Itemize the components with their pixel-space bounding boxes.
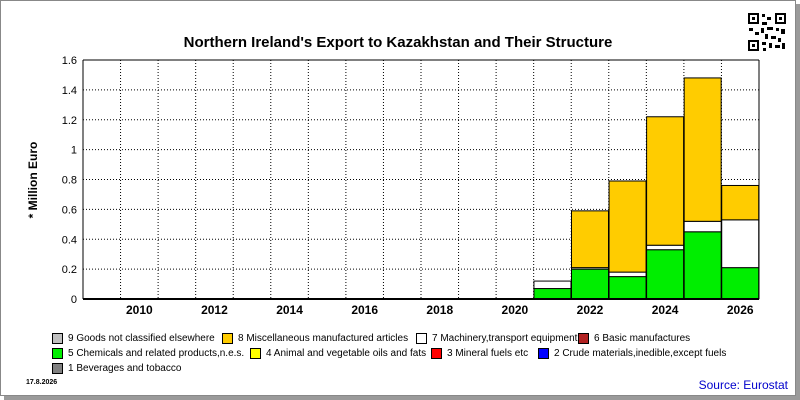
y-tick-label: 1.4: [62, 85, 77, 97]
legend-swatch: [416, 333, 427, 344]
bar-segment: [608, 180, 647, 273]
legend-swatch: [431, 348, 442, 359]
legend-swatch: [52, 363, 63, 374]
legend-item-7: 7 Machinery,transport equipment: [416, 333, 577, 344]
bar-segment: [721, 184, 760, 221]
bar-segment: [683, 220, 722, 233]
legend-label: 2 Crude materials,inedible,except fuels: [554, 348, 727, 359]
legend-swatch: [222, 333, 233, 344]
y-tick-label: 1.2: [62, 115, 77, 127]
x-tick-label: 2012: [201, 303, 228, 317]
x-tick-label: 2010: [126, 303, 153, 317]
bar-layer: [533, 77, 760, 300]
legend-swatch: [52, 348, 63, 359]
legend-item-1: 1 Beverages and tobacco: [52, 363, 181, 374]
y-tick-label: 1.6: [62, 55, 77, 67]
legend-item-9: 9 Goods not classified elsewhere: [52, 333, 215, 344]
y-axis-label: * Million Euro: [26, 142, 40, 219]
legend-label: 9 Goods not classified elsewhere: [68, 333, 215, 344]
bar-segment: [533, 288, 572, 300]
legend-label: 7 Machinery,transport equipment: [432, 333, 578, 344]
bar-segment: [721, 267, 760, 300]
axes: 0 0.2 0.4 0.6 0.8 1 1.2 1.4 1.6 2010 2012 2014 2016 2…: [62, 55, 760, 317]
y-tick-label: 0.6: [62, 204, 77, 216]
x-tick-label: 2014: [276, 303, 303, 317]
x-tick-label: 2020: [502, 303, 529, 317]
qr-code-icon: [747, 12, 787, 52]
x-tick-label: 2022: [577, 303, 604, 317]
bar-segment: [683, 231, 722, 300]
source-link[interactable]: Source: Eurostat: [698, 378, 788, 392]
legend-label: 6 Basic manufactures: [594, 333, 691, 344]
bar-segment: [571, 268, 609, 300]
legend-item-2: 2 Crude materials,inedible,except fuels: [538, 348, 726, 359]
legend-swatch: [52, 333, 63, 344]
bar-segment: [646, 244, 685, 251]
y-tick-label: 1: [71, 145, 77, 157]
y-tick-label: 0: [71, 294, 77, 306]
y-tick-label: 0.8: [62, 175, 77, 187]
bar-segment: [571, 210, 609, 269]
bar-segment: [721, 219, 760, 269]
legend-swatch: [578, 333, 589, 344]
bar-segment: [646, 116, 685, 246]
legend-item-8: 8 Miscellaneous manufactured articles: [222, 333, 408, 344]
bar-segment: [646, 249, 685, 300]
bar-segment: [608, 271, 647, 278]
legend-label: 5 Chemicals and related products,n.e.s.: [68, 348, 245, 359]
bar-segment: [608, 276, 647, 300]
y-tick-label: 0.2: [62, 264, 77, 276]
x-tick-label: 2018: [426, 303, 453, 317]
x-tick-label: 2024: [652, 303, 679, 317]
x-tick-label: 2026: [727, 303, 754, 317]
legend-item-4: 4 Animal and vegetable oils and fats: [250, 348, 426, 359]
bar-segment: [533, 280, 572, 290]
legend-swatch: [538, 348, 549, 359]
legend-label: 3 Mineral fuels etc: [447, 348, 529, 359]
legend-item-6: 6 Basic manufactures: [578, 333, 690, 344]
legend-swatch: [250, 348, 261, 359]
legend-label: 4 Animal and vegetable oils and fats: [266, 348, 427, 359]
legend-label: 8 Miscellaneous manufactured articles: [238, 333, 409, 344]
footer-date: 17.8.2026: [26, 379, 58, 386]
x-tick-label: 2016: [351, 303, 378, 317]
chart-title: Northern Ireland's Export to Kazakhstan …: [184, 34, 613, 51]
legend-item-3: 3 Mineral fuels etc: [431, 348, 528, 359]
y-tick-label: 0.4: [62, 234, 77, 246]
bar-segment: [683, 77, 722, 222]
legend-item-5: 5 Chemicals and related products,n.e.s.: [52, 348, 244, 359]
legend-label: 1 Beverages and tobacco: [68, 363, 182, 374]
